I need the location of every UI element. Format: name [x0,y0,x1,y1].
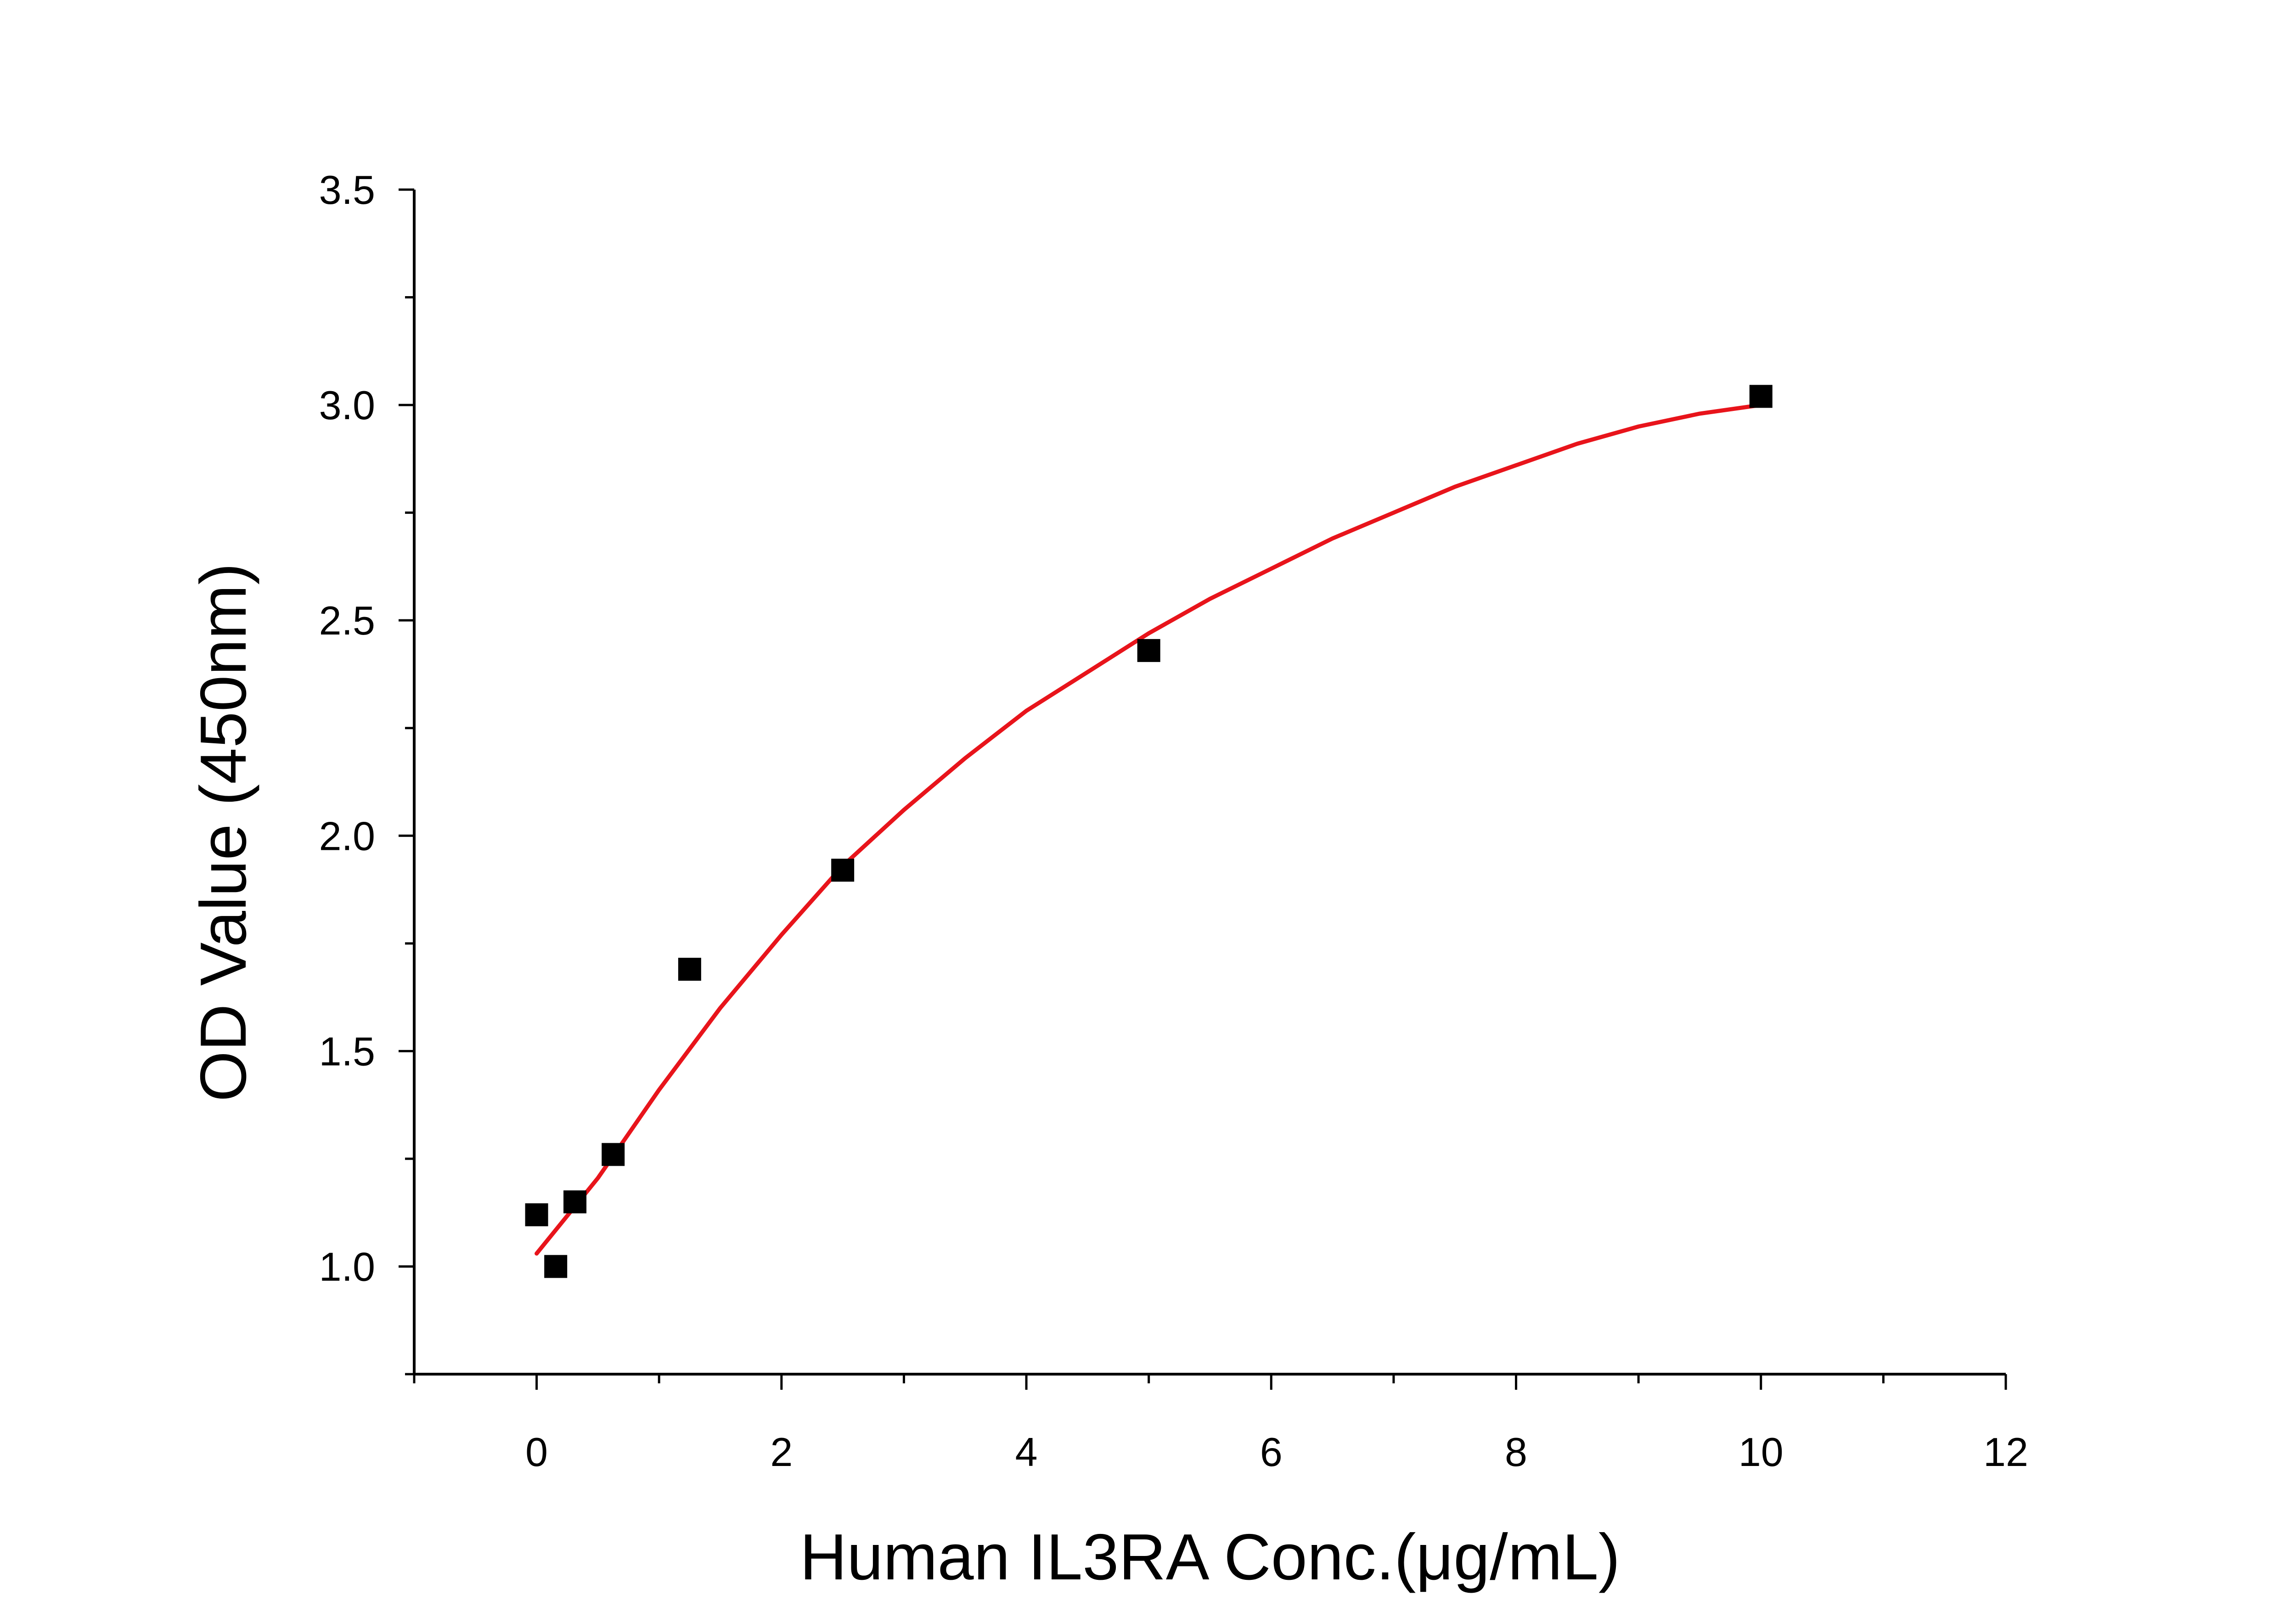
y-axis-title: OD Value (450nm) [187,563,260,1101]
y-tick-label: 3.0 [319,382,375,428]
y-tick-label: 3.5 [319,167,375,213]
y-tick-label: 2.5 [319,598,375,643]
x-tick-label: 10 [1739,1429,1784,1475]
data-point-marker [1749,385,1773,408]
x-tick-label: 8 [1505,1429,1527,1475]
x-tick-label: 0 [525,1429,548,1475]
data-point-marker [525,1203,548,1226]
data-points [525,385,1773,1278]
x-axis-title: Human IL3RA Conc.(μg/mL) [800,1521,1621,1594]
fit-curve-layer [535,403,1763,1256]
x-tick-label: 4 [1015,1429,1038,1475]
axis-ticks: 0 2 4 6 8 10 12 1.0 1.5 2.0 2.5 3.0 3.5 [319,167,2028,1475]
y-tick-label: 1.5 [319,1028,375,1074]
fit-curve [535,403,1763,1256]
data-point-marker [602,1143,625,1166]
x-tick-label: 2 [770,1429,793,1475]
data-point-marker [563,1190,587,1213]
y-tick-label: 2.0 [319,813,375,859]
data-point-marker [1137,639,1160,662]
data-point-marker [831,859,855,882]
axes [413,190,2006,1376]
data-point-marker [678,958,701,981]
x-tick-label: 6 [1260,1429,1283,1475]
y-tick-label: 1.0 [319,1244,375,1289]
x-tick-label: 12 [1983,1429,2028,1475]
data-point-marker [544,1255,568,1278]
